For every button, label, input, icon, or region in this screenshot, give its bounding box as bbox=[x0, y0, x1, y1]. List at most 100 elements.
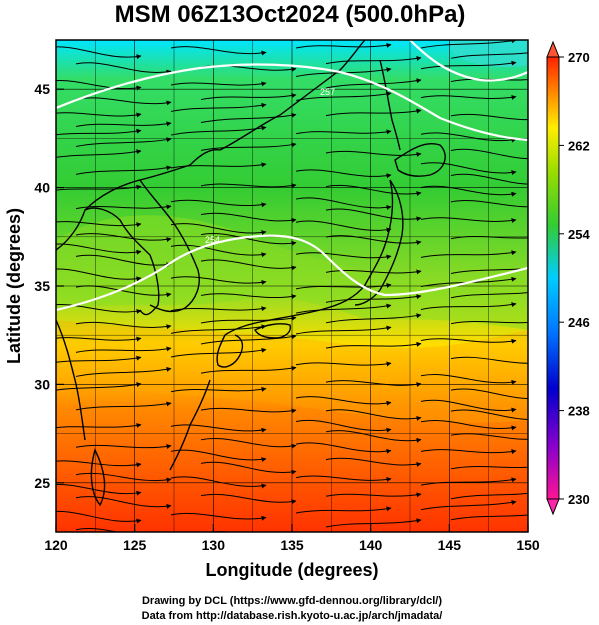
coastline bbox=[56, 40, 446, 507]
streamline bbox=[295, 419, 392, 433]
y-tick-label: 40 bbox=[34, 180, 50, 196]
streamline bbox=[200, 259, 297, 271]
streamline bbox=[200, 334, 297, 345]
streamline bbox=[200, 233, 297, 246]
streamline bbox=[200, 112, 297, 123]
streamline bbox=[170, 81, 267, 87]
streamline bbox=[200, 407, 297, 414]
streamline bbox=[325, 313, 422, 324]
streamline bbox=[56, 243, 142, 255]
streamline bbox=[200, 183, 297, 189]
streamline bbox=[450, 148, 528, 160]
streamline bbox=[420, 420, 517, 431]
streamline bbox=[420, 500, 517, 511]
streamline bbox=[75, 496, 172, 509]
streamline bbox=[75, 165, 172, 175]
streamline bbox=[295, 442, 392, 454]
x-tick-label: 145 bbox=[438, 537, 462, 553]
streamline bbox=[170, 386, 267, 393]
streamline bbox=[295, 169, 392, 179]
streamline bbox=[170, 223, 267, 236]
colorbar-tick-label: 246 bbox=[568, 315, 590, 330]
streamline bbox=[170, 102, 267, 112]
streamline bbox=[450, 466, 528, 470]
streamline bbox=[450, 292, 528, 299]
streamline bbox=[420, 374, 517, 385]
y-axis-label: Latitude (degrees) bbox=[4, 208, 24, 364]
streamline bbox=[56, 336, 142, 342]
streamline bbox=[450, 267, 528, 275]
y-tick-label: 25 bbox=[34, 475, 50, 491]
streamline bbox=[420, 162, 517, 176]
streamline bbox=[170, 512, 267, 521]
y-tick-label: 45 bbox=[34, 81, 50, 97]
streamline bbox=[200, 365, 297, 374]
streamline bbox=[420, 185, 517, 197]
x-axis: 120 125 130 135 140 145 150 bbox=[44, 524, 540, 553]
streamline bbox=[295, 42, 392, 49]
streamline bbox=[325, 492, 422, 498]
streamline bbox=[170, 276, 267, 285]
y-axis: 25 30 35 40 45 bbox=[34, 81, 64, 491]
streamline bbox=[450, 388, 528, 400]
streamline bbox=[200, 315, 297, 324]
streamline bbox=[200, 142, 297, 151]
streamline bbox=[450, 173, 528, 185]
streamline bbox=[170, 324, 267, 334]
streamline bbox=[170, 244, 267, 258]
streamline bbox=[325, 56, 422, 65]
chart-title: MSM 06Z13Oct2024 (500.0hPa) bbox=[115, 1, 466, 28]
contour-254 bbox=[56, 234, 528, 312]
colorbar-max-arrow bbox=[546, 40, 560, 58]
streamline bbox=[295, 325, 392, 335]
streamline bbox=[325, 380, 422, 388]
streamline bbox=[170, 199, 267, 208]
streamline bbox=[295, 283, 392, 290]
streamline bbox=[325, 409, 422, 421]
streamline bbox=[420, 477, 517, 486]
streamline bbox=[170, 306, 267, 312]
streamline bbox=[420, 217, 517, 224]
streamline bbox=[200, 293, 297, 300]
streamline bbox=[450, 356, 528, 364]
streamline bbox=[170, 476, 267, 489]
streamline bbox=[450, 492, 528, 500]
streamline bbox=[56, 46, 142, 60]
streamline bbox=[295, 361, 392, 367]
streamline bbox=[450, 200, 528, 208]
y-tick-label: 35 bbox=[34, 278, 50, 294]
streamline bbox=[295, 396, 392, 406]
streamline bbox=[420, 40, 517, 49]
streamline bbox=[325, 430, 422, 443]
streamline bbox=[75, 121, 172, 127]
streamline bbox=[200, 493, 297, 505]
streamline bbox=[75, 321, 172, 330]
temperature-contours bbox=[56, 40, 528, 312]
streamline bbox=[325, 235, 422, 246]
x-tick-label: 130 bbox=[202, 537, 226, 553]
credit-data: Data from http://database.rish.kyoto-u.a… bbox=[142, 610, 443, 622]
streamline bbox=[75, 233, 172, 242]
streamline bbox=[75, 472, 172, 483]
streamline bbox=[420, 338, 517, 344]
streamline bbox=[325, 150, 422, 157]
streamline bbox=[450, 409, 528, 420]
streamline bbox=[325, 208, 422, 222]
streamline bbox=[170, 46, 267, 56]
streamline bbox=[450, 514, 528, 521]
streamline bbox=[450, 113, 528, 121]
x-tick-label: 140 bbox=[359, 537, 383, 553]
streamline bbox=[56, 355, 142, 363]
credit-drawing: Drawing by DCL (https://www.gfd-dennou.o… bbox=[142, 595, 442, 607]
colorbar-tick-label: 270 bbox=[568, 50, 590, 65]
map-panel: 257 254 bbox=[56, 40, 528, 532]
streamline bbox=[325, 341, 422, 349]
streamline bbox=[420, 94, 517, 100]
streamline bbox=[420, 399, 517, 413]
streamline bbox=[75, 366, 172, 377]
streamline bbox=[420, 132, 517, 143]
streamline bbox=[56, 149, 142, 158]
streamline bbox=[56, 80, 142, 91]
streamline bbox=[325, 294, 422, 303]
